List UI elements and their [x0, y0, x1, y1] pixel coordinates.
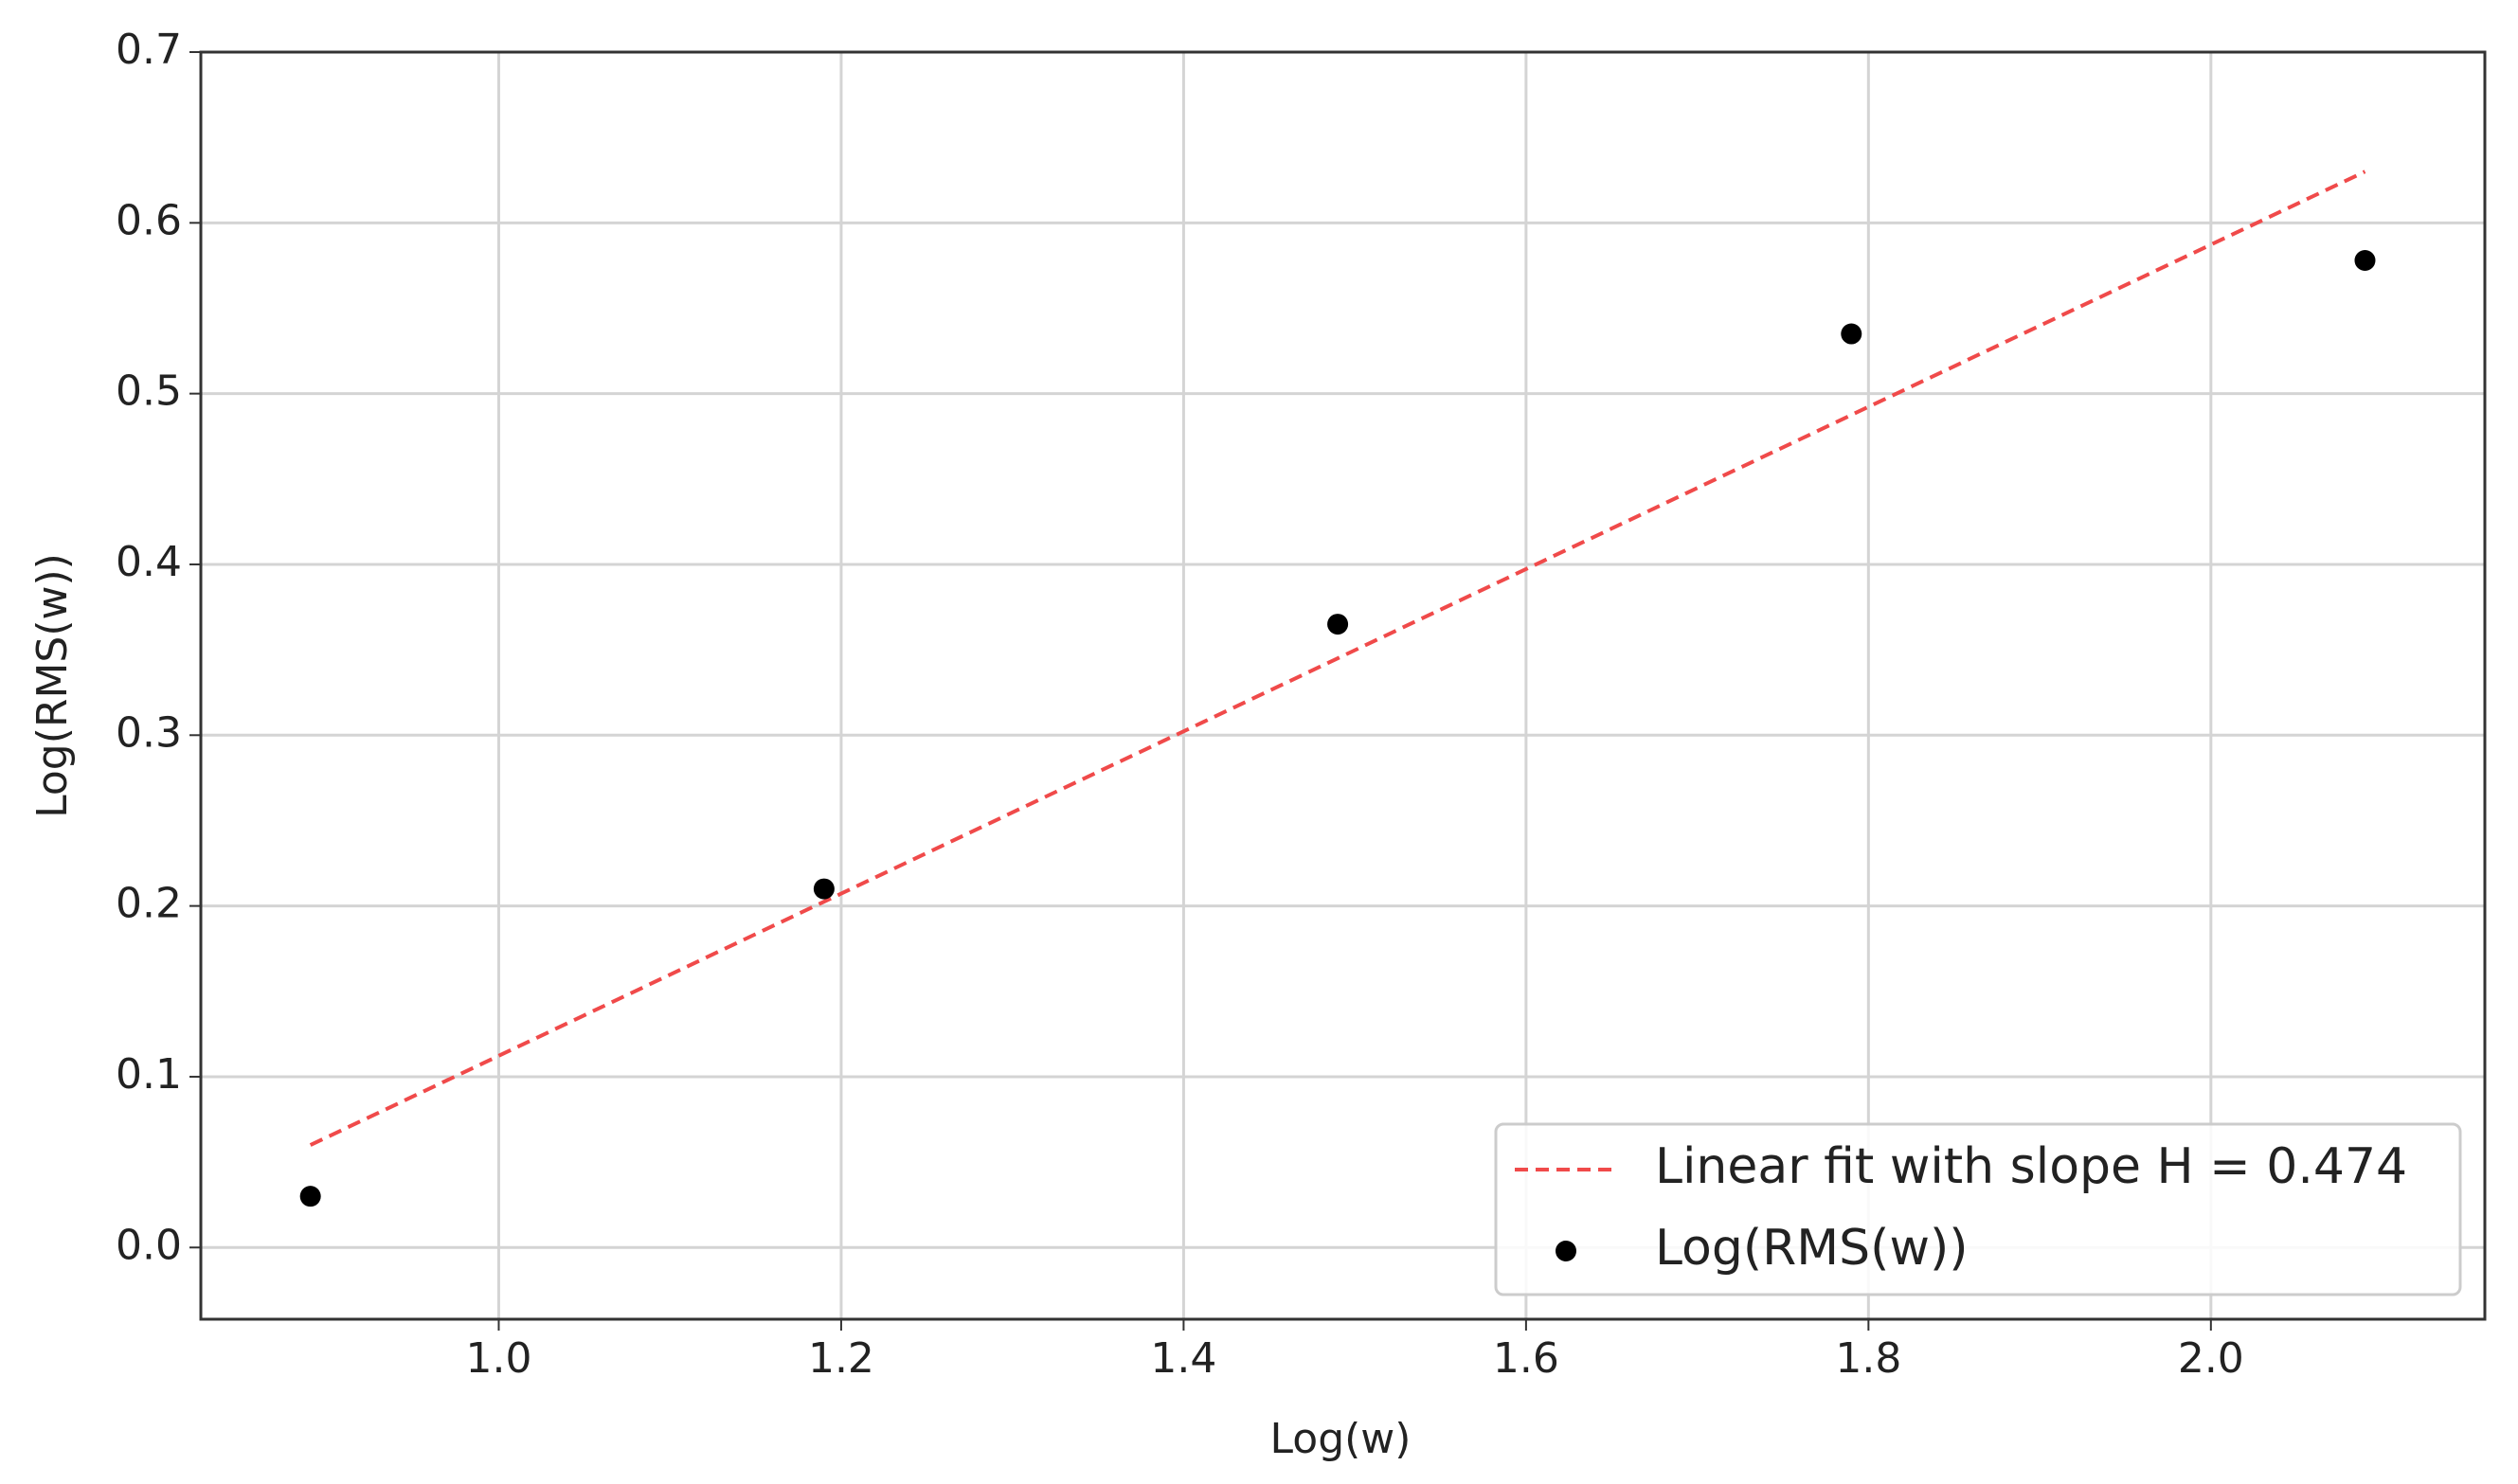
- data-point: [1327, 614, 1349, 635]
- x-tick-label: 2.0: [2178, 1334, 2244, 1383]
- x-tick-label: 1.0: [465, 1334, 531, 1383]
- x-tick-label: 1.6: [1493, 1334, 1559, 1383]
- data-point: [299, 1186, 321, 1207]
- legend-label: Log(RMS(w)): [1655, 1220, 1969, 1277]
- y-tick-label: 0.1: [116, 1050, 182, 1099]
- y-tick-label: 0.6: [116, 196, 182, 244]
- data-point: [813, 878, 835, 900]
- fit-line: [309, 170, 2366, 1147]
- data-point: [1841, 323, 1862, 345]
- x-tick-label: 1.2: [808, 1334, 874, 1383]
- legend: Linear fit with slope H = 0.474 Log(RMS(w…: [1494, 1122, 2462, 1296]
- y-tick-label: 0.7: [116, 26, 182, 74]
- legend-box: [1494, 1122, 2462, 1296]
- legend-label: Linear fit with slope H = 0.474: [1655, 1138, 2407, 1195]
- y-tick-label: 0.2: [116, 880, 182, 928]
- y-tick-label: 0.5: [116, 367, 182, 416]
- x-tick-label: 1.8: [1835, 1334, 1901, 1383]
- y-tick-label: 0.4: [116, 538, 182, 586]
- y-tick-label: 0.3: [116, 708, 182, 757]
- plot-frame: [199, 50, 2487, 1321]
- y-tick-label: 0.0: [116, 1221, 182, 1269]
- x-axis-label: Log(w): [1270, 1415, 1412, 1463]
- x-tick-label: 1.4: [1150, 1334, 1216, 1383]
- y-axis-label: Log(RMS(w)): [28, 553, 77, 818]
- data-point: [2354, 249, 2376, 271]
- legend-swatch: [1556, 1241, 1576, 1261]
